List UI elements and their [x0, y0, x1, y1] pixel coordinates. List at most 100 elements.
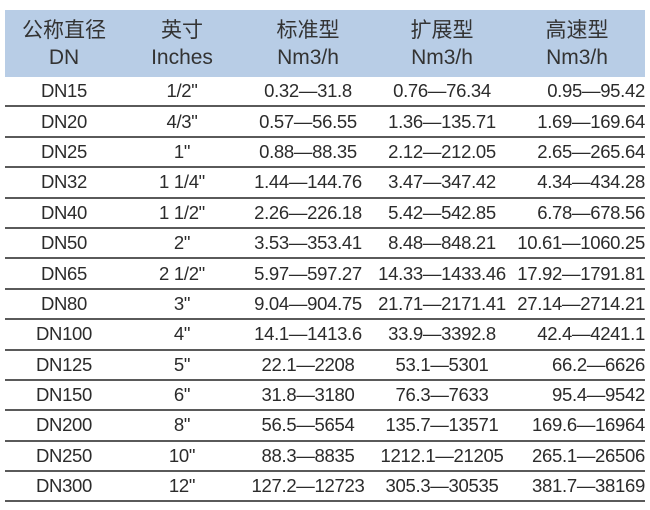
standard-cell: 127.2—12723 [251, 475, 365, 497]
extended-cell: 14.33—1433.46 [378, 262, 506, 284]
inches-cell: 5" [173, 353, 191, 375]
header-zh: 标准型 [276, 18, 340, 42]
header-en: Nm3/h [546, 45, 608, 69]
inches-cell: 1" [173, 140, 191, 162]
standard-cell: 2.26—226.18 [254, 201, 362, 223]
header-zh: 高速型 [545, 18, 609, 42]
standard-cell: 1.44—144.76 [254, 171, 362, 193]
dn-cell: DN200 [35, 414, 93, 436]
header-en: DN [48, 45, 80, 69]
header-en: Inches [151, 45, 213, 69]
high-speed-cell: 1.69—169.64 [537, 110, 645, 132]
dn-cell: DN300 [35, 475, 93, 497]
header-zh: 英寸 [161, 18, 203, 42]
high-speed-cell: 6.78—678.56 [537, 201, 645, 223]
extended-cell: 8.48—848.21 [388, 232, 496, 254]
extended-cell: 2.12—212.05 [388, 140, 496, 162]
inches-cell: 12" [168, 475, 196, 497]
header-zh: 公称直径 [22, 18, 106, 42]
dn-cell: DN40 [40, 201, 88, 223]
high-speed-cell: 169.6—16964 [532, 414, 645, 436]
standard-cell: 0.32—31.8 [264, 80, 352, 102]
header-en: Nm3/h [277, 45, 339, 69]
extended-cell: 135.7—13571 [385, 414, 499, 436]
extended-cell: 53.1—5301 [395, 353, 489, 375]
high-speed-cell: 42.4—4241.1 [537, 323, 645, 345]
extended-cell: 33.9—3392.8 [388, 323, 496, 345]
dn-cell: DN65 [40, 262, 88, 284]
table-row: DN100 4" 14.1—1413.6 33.9—3392.8 42.4—4241.1 [5, 320, 645, 351]
standard-cell: 88.3—8835 [261, 444, 355, 466]
table-row: DN25 1" 0.88—88.35 2.12—212.05 2.65—265.64 [5, 138, 645, 169]
header-en: Nm3/h [411, 45, 473, 69]
high-speed-cell: 17.92—1791.81 [517, 262, 645, 284]
extended-cell: 76.3—7633 [395, 384, 489, 406]
dn-cell: DN250 [35, 444, 93, 466]
standard-cell: 31.8—3180 [261, 384, 355, 406]
inches-cell: 4/3" [166, 110, 198, 132]
inches-cell: 8" [173, 414, 191, 436]
dn-cell: DN100 [35, 323, 93, 345]
extended-cell: 1.36—135.71 [388, 110, 496, 132]
header-inches: 英寸 Inches [123, 10, 241, 77]
standard-cell: 9.04—904.75 [254, 292, 362, 314]
inches-cell: 1/2" [166, 80, 198, 102]
table-row: DN150 6" 31.8—3180 76.3—7633 95.4—9542 [5, 381, 645, 412]
inches-cell: 6" [173, 384, 191, 406]
table-row: DN32 1 1/4" 1.44—144.76 3.47—347.42 4.34—434… [5, 168, 645, 199]
header-extended: 扩展型 Nm3/h [375, 10, 509, 77]
header-dn: 公称直径 DN [5, 10, 123, 77]
dn-cell: DN15 [40, 80, 88, 102]
high-speed-cell: 10.61—1060.25 [517, 232, 645, 254]
table-row: DN125 5" 22.1—2208 53.1—5301 66.2—6626 [5, 351, 645, 381]
table-row: DN80 3" 9.04—904.75 21.71—2171.41 27.14—2714… [5, 290, 645, 321]
standard-cell: 3.53—353.41 [254, 232, 362, 254]
high-speed-cell: 4.34—434.28 [537, 171, 645, 193]
table-row: DN50 2" 3.53—353.41 8.48—848.21 10.61—1060.2… [5, 229, 645, 260]
dn-cell: DN25 [40, 140, 88, 162]
table-row: DN250 10" 88.3—8835 1212.1—21205 265.1—26506 [5, 442, 645, 473]
high-speed-cell: 2.65—265.64 [537, 140, 645, 162]
inches-cell: 10" [168, 444, 196, 466]
standard-cell: 0.88—88.35 [259, 140, 357, 162]
dn-cell: DN32 [40, 171, 88, 193]
standard-cell: 56.5—5654 [261, 414, 355, 436]
inches-cell: 1 1/4" [159, 171, 205, 193]
inches-cell: 2" [173, 232, 191, 254]
inches-cell: 2 1/2" [159, 262, 205, 284]
table-row: DN40 1 1/2" 2.26—226.18 5.42—542.85 6.78—678… [5, 199, 645, 229]
table-row: DN20 4/3" 0.57—56.55 1.36—135.71 1.69—169.64 [5, 107, 645, 138]
dn-cell: DN50 [40, 232, 88, 254]
inches-cell: 1 1/2" [159, 201, 205, 223]
table-row: DN65 2 1/2" 5.97—597.27 14.33—1433.46 17.92—… [5, 259, 645, 290]
inches-cell: 4" [173, 323, 191, 345]
standard-cell: 22.1—2208 [261, 353, 355, 375]
dn-cell: DN20 [40, 110, 88, 132]
standard-cell: 0.57—56.55 [259, 110, 357, 132]
flow-range-table: 公称直径 DN 英寸 Inches 标准型 Nm3/h 扩展型 Nm3/h 高速型 Nm3… [5, 10, 645, 503]
table-row: DN200 8" 56.5—5654 135.7—13571 169.6—16964 [5, 411, 645, 442]
table-body: DN15 1/2" 0.32—31.8 0.76—76.34 0.95—95.42 DN2… [5, 77, 645, 503]
header-zh: 扩展型 [410, 18, 474, 42]
high-speed-cell: 381.7—38169 [532, 475, 645, 497]
table-row: DN15 1/2" 0.32—31.8 0.76—76.34 0.95—95.42 [5, 77, 645, 108]
dn-cell: DN80 [40, 292, 88, 314]
dn-cell: DN125 [35, 353, 93, 375]
standard-cell: 14.1—1413.6 [254, 323, 362, 345]
high-speed-cell: 0.95—95.42 [547, 80, 645, 102]
high-speed-cell: 95.4—9542 [552, 384, 645, 406]
extended-cell: 0.76—76.34 [393, 80, 491, 102]
table-header: 公称直径 DN 英寸 Inches 标准型 Nm3/h 扩展型 Nm3/h 高速型 Nm3… [5, 10, 645, 77]
high-speed-cell: 66.2—6626 [552, 353, 645, 375]
standard-cell: 5.97—597.27 [254, 262, 362, 284]
header-standard: 标准型 Nm3/h [241, 10, 375, 77]
table-row: DN300 12" 127.2—12723 305.3—30535 381.7—3816… [5, 472, 645, 503]
extended-cell: 5.42—542.85 [388, 201, 496, 223]
dn-cell: DN150 [35, 384, 93, 406]
extended-cell: 305.3—30535 [385, 475, 499, 497]
high-speed-cell: 27.14—2714.21 [517, 292, 645, 314]
header-high-speed: 高速型 Nm3/h [509, 10, 645, 77]
extended-cell: 3.47—347.42 [388, 171, 496, 193]
inches-cell: 3" [173, 292, 191, 314]
high-speed-cell: 265.1—26506 [532, 444, 645, 466]
